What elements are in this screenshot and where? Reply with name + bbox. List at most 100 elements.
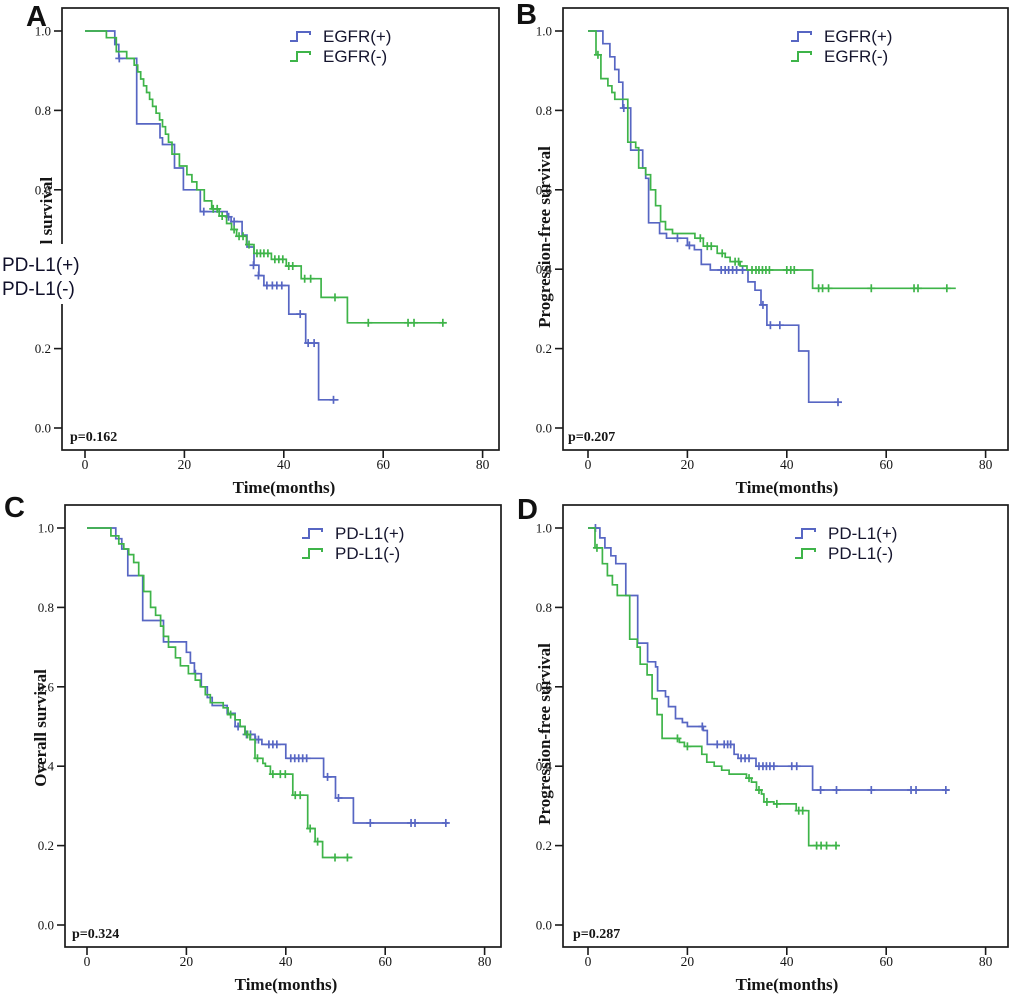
legend-label: PD-L1(+) [828,524,897,543]
svg-text:60: 60 [879,457,893,472]
panel-a-letter: A [26,1,47,33]
legend-label: EGFR(-) [323,47,387,66]
svg-text:60: 60 [378,954,392,969]
panel-c-plot: 1.0 0.8 0.6 0.4 0.2 0.0 0 20 40 60 80 Time(months) O… [31,504,502,994]
km-step-curve [87,527,353,859]
km-step-curve [85,30,339,401]
legend: EGFR(+)EGFR(-) [290,27,391,66]
legend-line-sample [795,528,816,539]
svg-text:40: 40 [780,954,794,969]
svg-text:0.6: 0.6 [536,679,553,694]
y-axis-title: Overall survival [31,669,50,787]
svg-text:0.4: 0.4 [536,262,553,277]
svg-text:0.4: 0.4 [536,759,553,774]
legend-label: PD-L1(-) [828,544,893,563]
legend-label: EGFR(-) [824,47,888,66]
overlay-label: PD-L1(+) [2,255,80,276]
svg-text:0.2: 0.2 [35,341,51,356]
legend-line-sample [290,51,311,62]
x-axis-title: Time(months) [736,478,839,497]
svg-text:20: 20 [178,457,192,472]
panel-b-plot: 1.0 0.8 0.6 0.4 0.2 0.0 0 20 40 60 80 Time(months) P… [535,7,1009,497]
legend-label: EGFR(+) [824,27,892,46]
svg-text:20: 20 [180,954,194,969]
svg-text:0.8: 0.8 [35,103,51,118]
series-PD-L1(+) [588,524,950,795]
svg-text:0.6: 0.6 [536,182,553,197]
axes: 1.0 0.8 0.6 0.4 0.2 0.0 0 20 40 60 80 Time(months) P… [535,504,1009,994]
x-axis-title: Time(months) [233,478,336,497]
y-axis-title: Progression-free survival [535,146,554,328]
svg-text:0.6: 0.6 [38,679,55,694]
svg-text:0: 0 [585,954,592,969]
legend-line-sample [795,548,816,559]
svg-text:80: 80 [476,457,490,472]
svg-text:1.0: 1.0 [35,24,51,39]
svg-text:60: 60 [879,954,893,969]
legend: PD-L1(+)PD-L1(-) [302,524,404,563]
series-PD-L1(-) [87,527,353,862]
overlay-text-block: PD-L1(+) PD-L1(-) [0,244,92,304]
legend-line-sample [791,51,812,62]
axes: 1.0 0.8 0.6 0.4 0.2 0.0 0 20 40 60 80 Time(months) P… [535,7,1009,497]
series-EGFR(+) [85,30,339,404]
svg-text:1.0: 1.0 [536,24,552,39]
svg-text:0.8: 0.8 [536,600,552,615]
p-value: p=0.287 [573,927,620,942]
svg-text:40: 40 [279,954,293,969]
svg-text:0.2: 0.2 [38,838,54,853]
km-step-curve [588,30,956,290]
svg-text:0.6: 0.6 [35,182,52,197]
svg-text:20: 20 [681,457,695,472]
p-value: p=0.207 [568,430,615,445]
svg-text:20: 20 [681,954,695,969]
legend-line-sample [791,31,812,42]
p-value: p=0.162 [70,430,117,445]
svg-text:0.0: 0.0 [536,918,552,933]
km-step-curve [588,527,950,791]
km-step-curve [588,527,839,847]
panel-d-letter: D [517,494,538,526]
p-value: p=0.324 [72,927,119,942]
series-EGFR(-) [85,30,447,327]
legend-label: PD-L1(+) [335,524,404,543]
svg-text:0.8: 0.8 [38,600,54,615]
legend-label: EGFR(+) [323,27,391,46]
svg-text:0.8: 0.8 [536,103,552,118]
svg-text:80: 80 [979,457,993,472]
x-axis-title: Time(months) [235,975,338,994]
km-step-curve [85,30,447,324]
svg-text:0: 0 [82,457,89,472]
legend: EGFR(+)EGFR(-) [791,27,892,66]
y-axis-title: ll survival [37,177,56,250]
legend-label: PD-L1(-) [335,544,400,563]
panel-a-plot: 1.00.80.60.40.20.0020406080Time(months)l… [0,7,500,497]
km-step-curve [87,527,449,824]
svg-text:60: 60 [376,457,390,472]
x-axis-title: Time(months) [736,975,839,994]
km-step-curve [588,30,842,404]
legend-line-sample [302,528,323,539]
series-EGFR(+) [588,30,842,407]
series-PD-L1(+) [87,527,450,827]
svg-text:1.0: 1.0 [536,521,552,536]
legend-line-sample [302,548,323,559]
svg-text:0: 0 [84,954,91,969]
svg-text:40: 40 [780,457,794,472]
svg-text:0: 0 [585,457,592,472]
svg-text:0.0: 0.0 [536,421,552,436]
svg-text:0.4: 0.4 [38,759,55,774]
axes: 1.0 0.8 0.6 0.4 0.2 0.0 0 20 40 60 80 Time(months) O… [31,504,502,994]
y-axis-title: Progression-free survival [535,643,554,825]
legend: PD-L1(+)PD-L1(-) [795,524,897,563]
svg-text:1.0: 1.0 [38,521,54,536]
svg-text:0.2: 0.2 [536,341,552,356]
svg-text:0.0: 0.0 [35,421,51,436]
legend-line-sample [290,31,311,42]
overlay-label: PD-L1(-) [2,279,75,300]
svg-text:0.2: 0.2 [536,838,552,853]
svg-text:80: 80 [979,954,993,969]
svg-text:40: 40 [277,457,291,472]
panel-b-letter: B [516,0,537,31]
panel-d-plot: 1.0 0.8 0.6 0.4 0.2 0.0 0 20 40 60 80 Time(months) P… [535,504,1009,994]
